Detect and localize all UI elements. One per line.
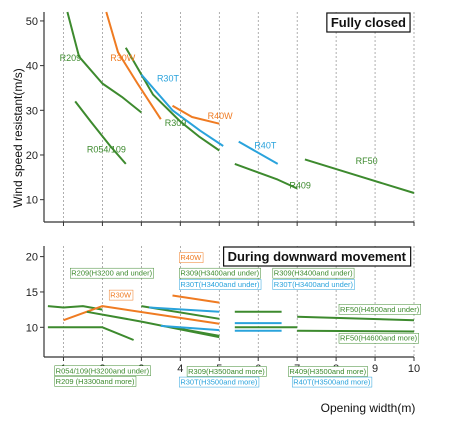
y-tick-label: 20 [26,252,38,264]
label-box [272,267,355,279]
label-box [108,289,134,301]
series-label: R309 [165,118,187,128]
series-line [297,315,415,322]
series-line [172,104,220,125]
label-box [179,279,262,290]
y-tick-label: 10 [26,322,38,334]
series-label: R40T(H3500and more) [293,378,371,387]
panel-title: During downward movement [228,249,407,264]
series-line [234,162,298,190]
series-line [63,305,220,325]
series-label: R309(H3500and more) [188,367,265,376]
panel-title-box [326,12,411,33]
panel-title-box [222,246,412,267]
plots-group: 10 20 30 40 50 R209 R30W R30T R309 R054/109 R40W R4… [26,11,421,388]
label-box [338,332,419,344]
label-box [292,376,373,388]
series-line [47,305,103,311]
x-tick-label: 10 [408,363,420,375]
label-box [179,376,260,388]
y-tick-label: 30 [26,105,38,117]
series-line [47,326,134,341]
series-label: R30W [110,291,132,300]
series-line [304,158,415,194]
label-box [70,267,154,279]
y-tick-label: 50 [26,16,38,28]
series-label: R40T [254,140,277,150]
series-label: R309(H3400and under) [180,269,259,278]
series-line [172,326,220,337]
series-label: R054/109(H3200and under) [56,366,150,375]
series-label: R209 [60,53,82,63]
series-label: R40W [180,253,202,262]
series-line [149,306,220,313]
series-label: RF50 [356,156,378,166]
series-line [238,140,279,165]
label-box [179,252,204,263]
chart-panel-2: 10152012345678910R209(H3200 and under)R4… [26,246,421,388]
y-tick-label: 10 [26,195,38,207]
y-tick-label: 20 [26,150,38,162]
series-line [66,11,143,114]
panel-title: Fully closed [331,15,406,30]
chart-panel-1: 10 20 30 40 50 R209 R30W R30T R309 R054/109 R40W R4… [26,11,415,226]
series-line [105,11,162,120]
series-label: R409 [289,180,311,190]
series-label: R30T(H3400and under) [180,280,260,289]
label-box [54,365,151,377]
series-line [172,294,220,304]
series-label: R40W [208,111,234,121]
series-label: R30T(H3400and under) [274,280,354,289]
label-box [338,304,421,315]
series-label: R054/109 [87,145,126,155]
series-label: RF50(H4600and more) [340,334,418,343]
series-line [297,329,415,333]
x-tick-label: 9 [372,363,378,375]
series-label: R409(H3500and more) [289,367,366,376]
series-label: RF50(H4500and under) [340,305,420,314]
label-box [54,376,137,387]
series-label: R30T [157,73,180,83]
label-box [272,279,355,290]
series-label: R30W [110,53,136,63]
y-tick-label: 40 [26,61,38,73]
series-label: R209 (H3300and more) [56,377,135,386]
series-label: R209(H3200 and under) [71,269,152,278]
y-axis-label: Wind speed resistant(m/s) [11,68,25,207]
series-line [140,73,224,147]
label-box [288,366,368,377]
series-line [160,324,220,332]
y-tick-label: 15 [26,287,38,299]
series-label: R30T(H3500and more) [180,378,258,387]
series-label: R309(H3400and under) [274,269,353,278]
x-tick-label: 4 [177,363,183,375]
label-box [186,366,267,377]
label-box [179,267,261,279]
x-axis-label: Opening width(m) [321,401,416,415]
series-line [74,100,127,165]
